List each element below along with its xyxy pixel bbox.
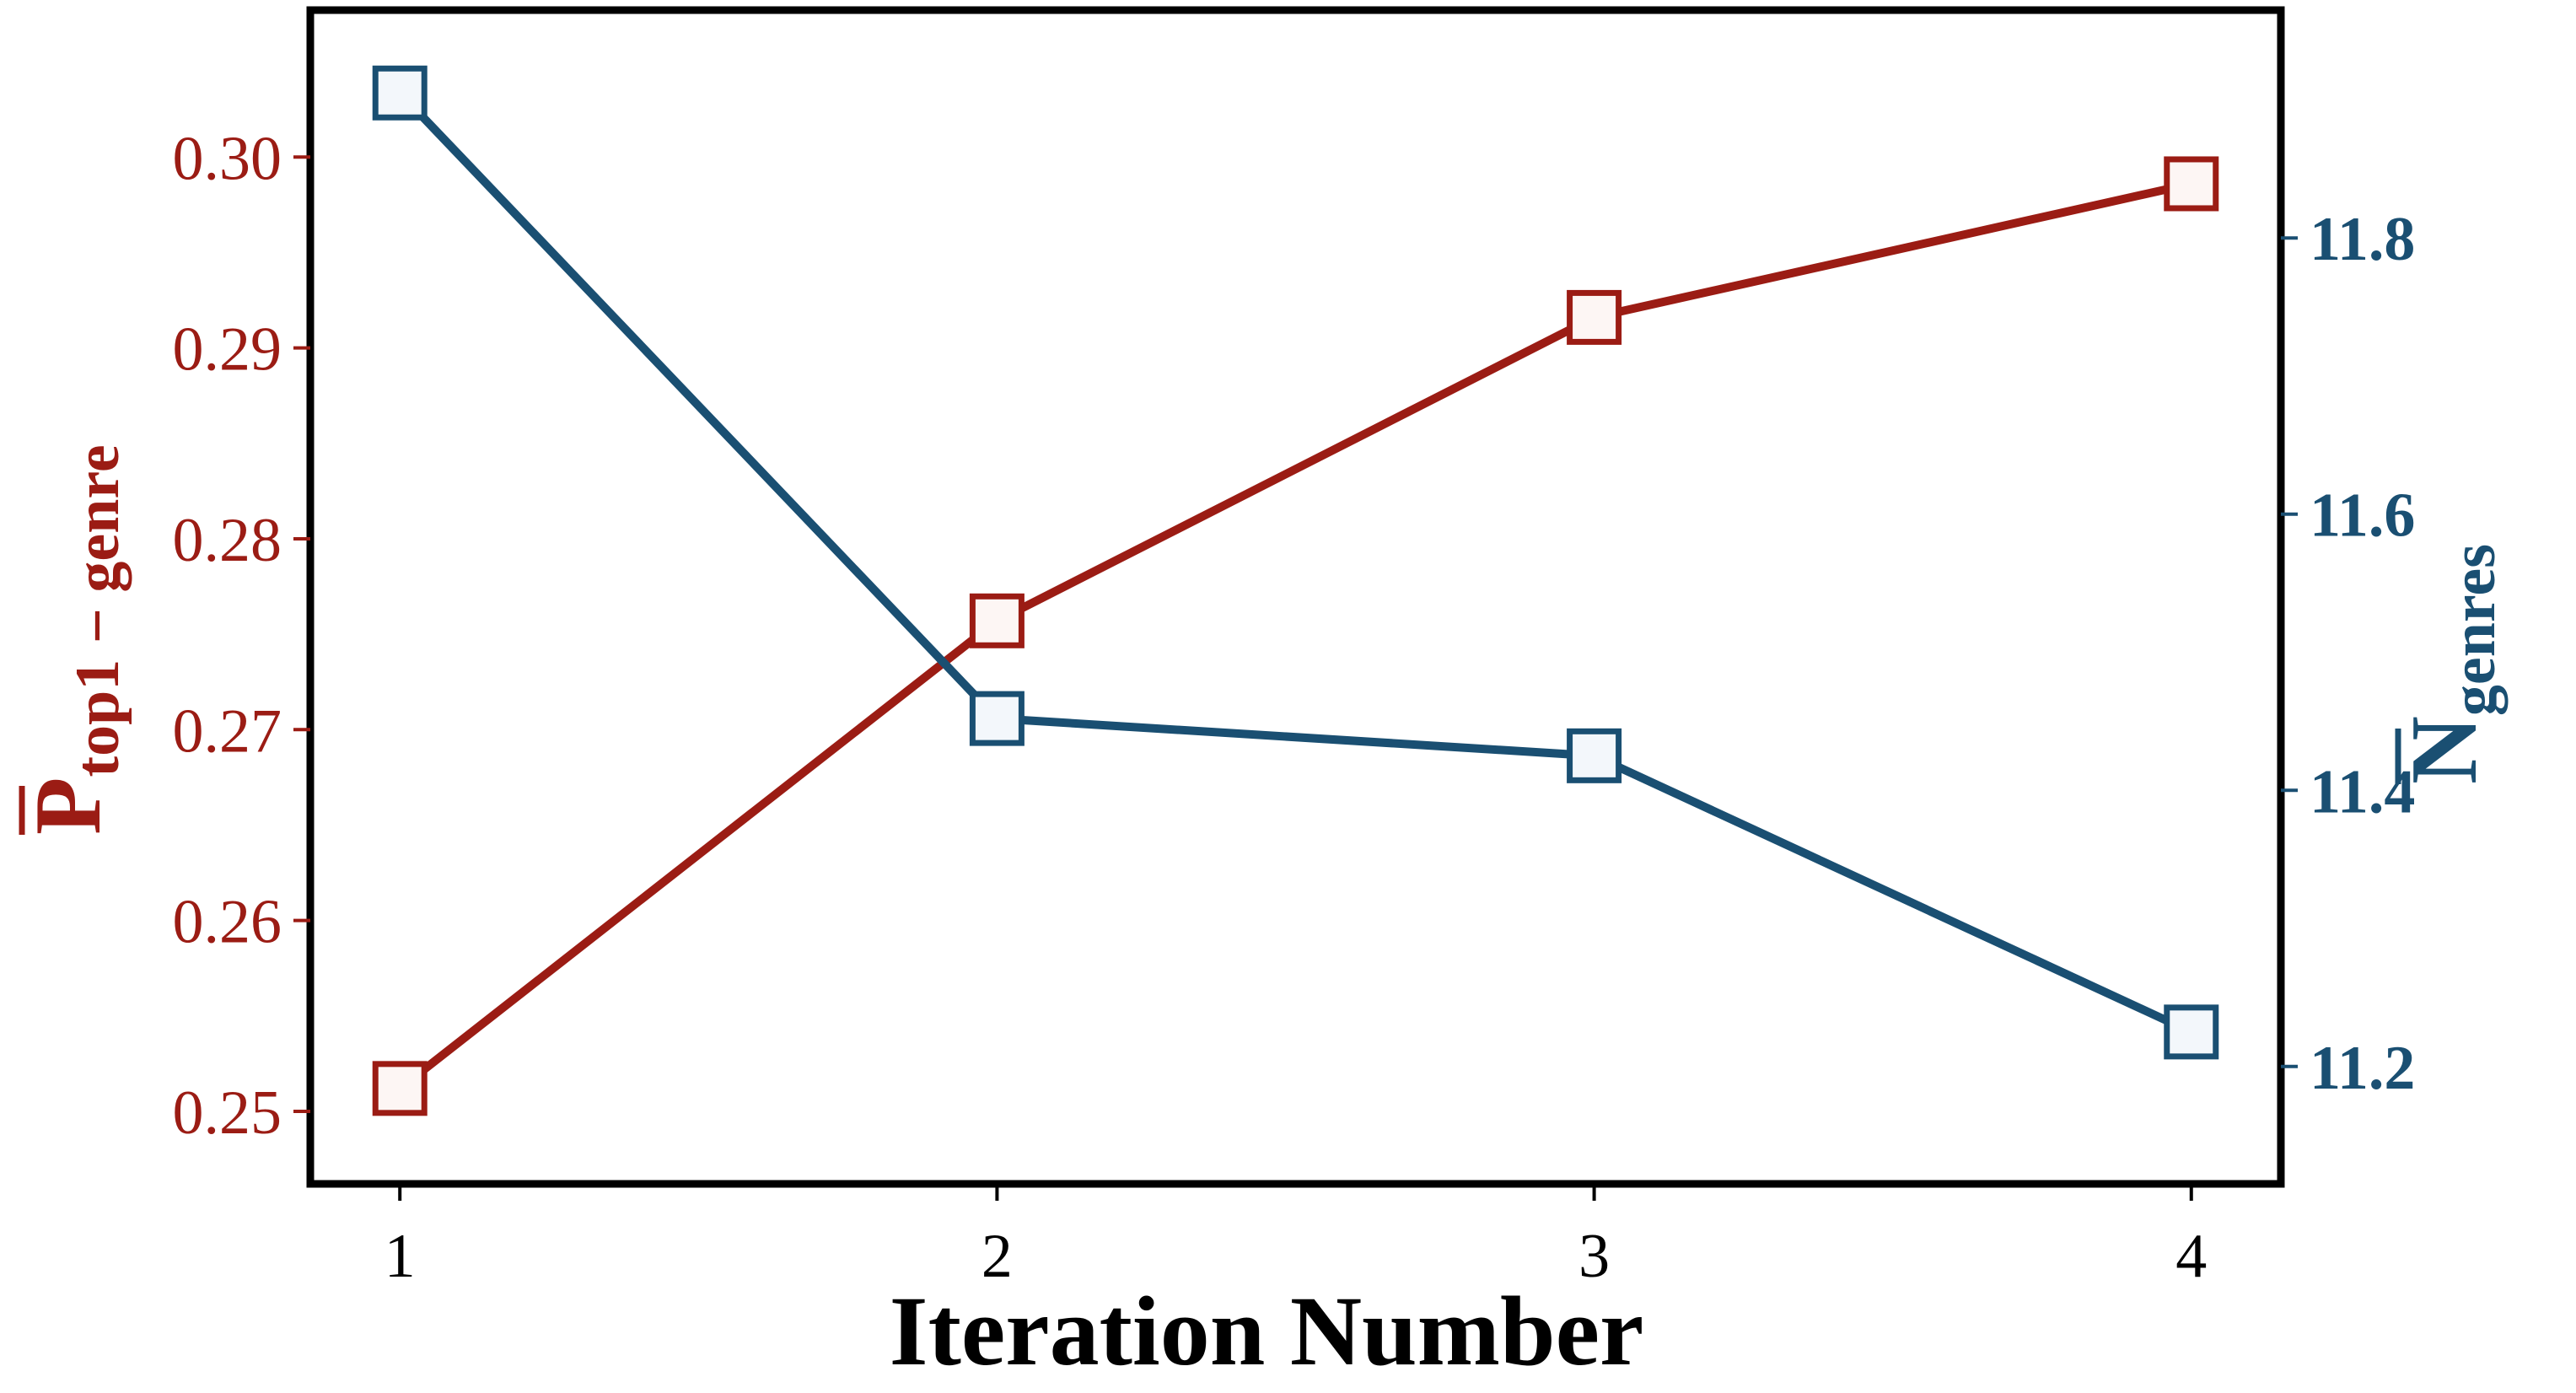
series-1-marker (2164, 156, 2219, 212)
right-axis-label-main: N (2392, 716, 2497, 784)
left-y-tick-label: 0.29 (173, 315, 282, 385)
x-tick-label: 3 (1578, 1222, 1610, 1291)
right-y-tick-label: 11.8 (2310, 205, 2415, 274)
left-axis-label-sub: top1 − genre (63, 444, 132, 777)
right-y-tick-label: 11.6 (2310, 481, 2415, 551)
series-layer (372, 65, 2219, 1116)
right-y-tick-label: 11.2 (2310, 1034, 2415, 1103)
left-y-tick-label: 0.26 (173, 888, 282, 957)
series-2-line (395, 89, 2196, 1036)
x-tick-label: 2 (981, 1222, 1013, 1291)
right-axis-label-sub: genres (2439, 544, 2509, 716)
left-y-tick-label: 0.28 (173, 506, 282, 575)
series-1-marker (969, 593, 1024, 648)
x-axis-label: Iteration Number (890, 1276, 1644, 1386)
plot-frame (306, 6, 2285, 1188)
series-1-marker (1567, 289, 1622, 345)
right-axis-label: Ngenres (2392, 544, 2509, 784)
left-y-tick-label: 0.27 (173, 696, 282, 766)
series-1-line (395, 179, 2196, 1093)
series-1-marker (372, 1061, 428, 1116)
svg-text:Ptop1 − genre: Ptop1 − genre (16, 444, 132, 835)
left-axis-label: Ptop1 − genre (16, 444, 132, 835)
series-2-marker (372, 65, 428, 121)
left-y-tick-label: 0.25 (173, 1078, 282, 1148)
left-axis-label-main: P (16, 777, 121, 835)
series-2-marker (2164, 1004, 2219, 1060)
axes-layer: 1 2 3 40.250.260.270.280.290.3011.211.411.6… (173, 124, 2416, 1291)
svg-text:Ngenres: Ngenres (2392, 544, 2509, 784)
x-tick-label: 1 (385, 1222, 416, 1291)
series-2-marker (1567, 728, 1622, 783)
series-2-marker (969, 691, 1024, 746)
left-y-tick-label: 0.30 (173, 124, 282, 193)
x-tick-label: 4 (2175, 1222, 2207, 1291)
